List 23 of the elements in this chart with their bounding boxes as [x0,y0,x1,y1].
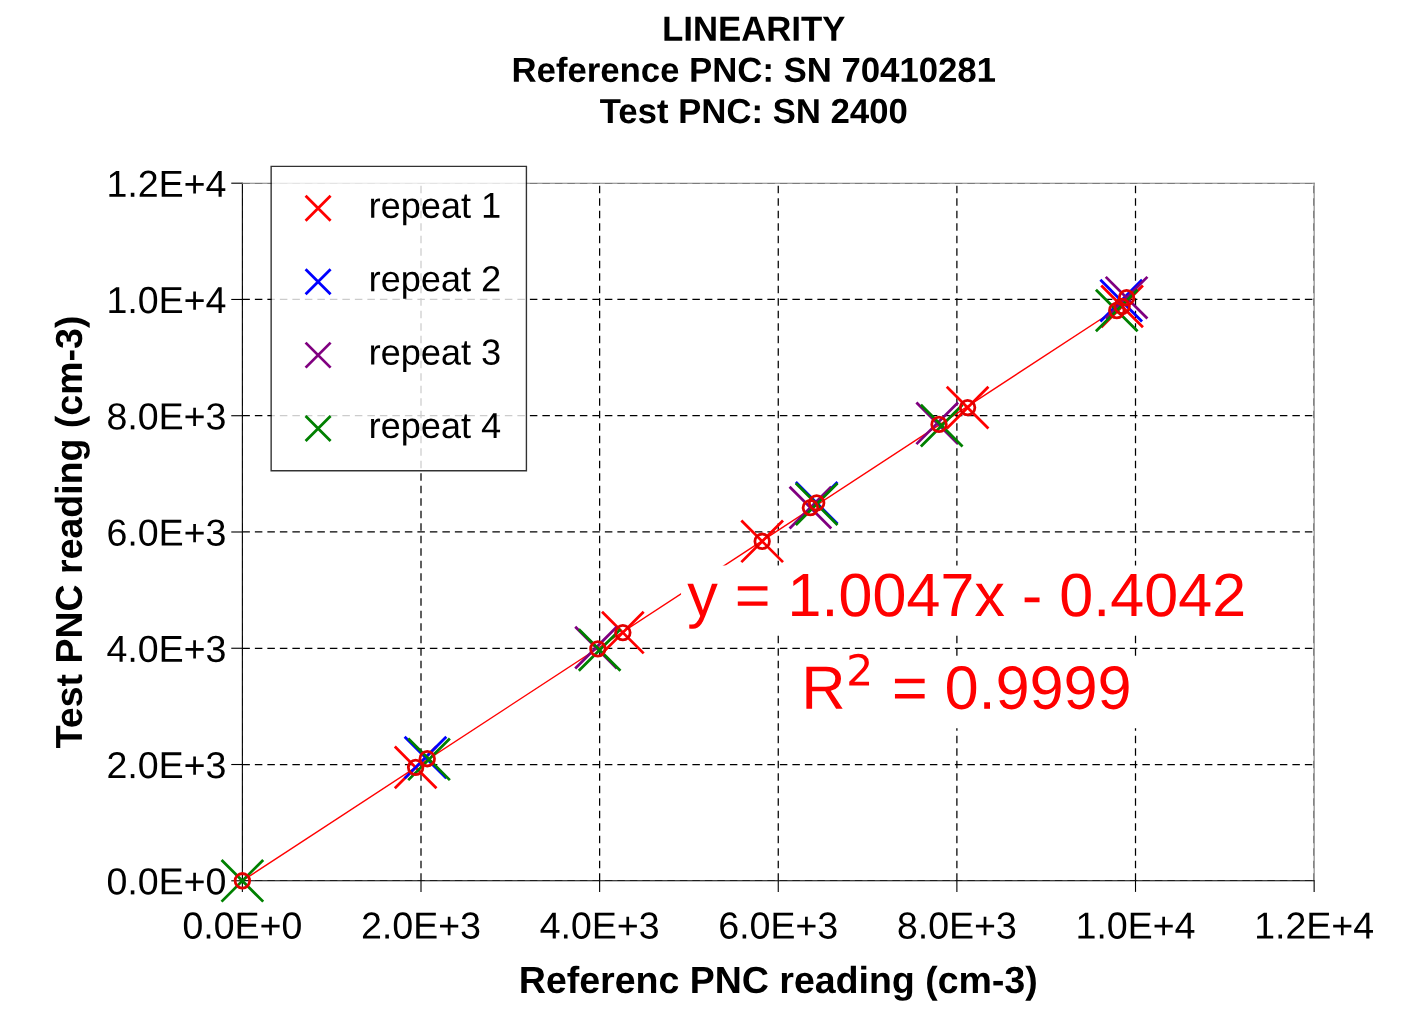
y-tick-label: 1.2E+4 [109,170,226,197]
x-axis-title: Referenc PNC reading (cm-3) [521,965,1036,1001]
x-tick-label: 1.2E+4 [1257,912,1373,939]
x-tick-label: 4.0E+3 [540,912,658,939]
chart-title: LINEARITY Reference PNC: SN 70410281 Test PNC: SN 2400 [513,16,996,124]
annotation: R$^{2}$ = 0.9999 [806,653,1129,710]
y-tick-label: 8.0E+3 [108,403,225,430]
legend-label: repeat 4 [371,413,501,446]
annotation: y = 1.0047x - 0.4042 [687,573,1244,629]
y-tick-label: 0.0E+0 [107,868,225,895]
y-tick-label: 2.0E+3 [108,751,225,779]
x-tick-label: 6.0E+3 [720,912,837,939]
legend-label: repeat 3 [371,339,500,373]
y-tick-label: 6.0E+3 [108,519,225,546]
y-tick-label: 4.0E+3 [107,635,225,663]
y-axis-title: Test PNC reading (cm-3) [54,317,90,748]
x-tick-label: 0.0E+0 [183,912,301,939]
legend-label: repeat 2 [371,265,500,299]
y-tick-label: 1.0E+4 [109,286,226,314]
x-tick-label: 8.0E+3 [898,912,1016,939]
x-tick-label: 1.0E+4 [1078,912,1195,939]
legend-label: repeat 1 [371,192,500,226]
x-tick-label: 2.0E+3 [362,912,480,939]
